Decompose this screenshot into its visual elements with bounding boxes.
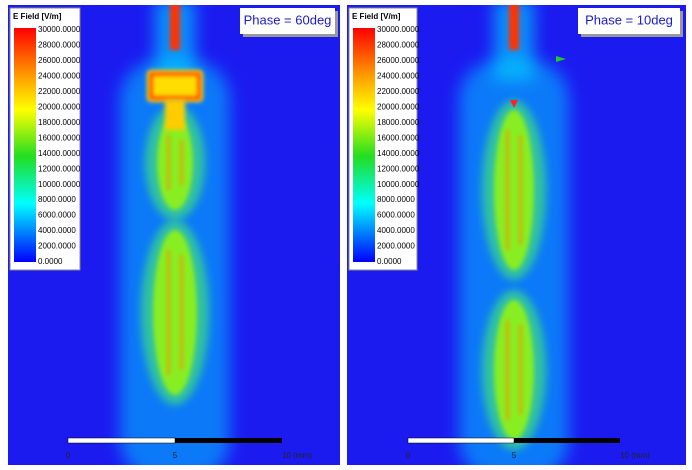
field-hot: [506, 320, 509, 420]
cap: [147, 70, 203, 102]
phase-label: Phase = 60deg: [244, 12, 332, 27]
colorbar: [14, 28, 36, 262]
legend-label: 0.0000: [377, 257, 402, 266]
field-panel: E Field [V/m] 30000.0000 28000.0000 26000.0…: [8, 5, 340, 465]
scale-label: 5: [173, 451, 178, 460]
scale-black: [175, 438, 282, 443]
legend-label: 0.0000: [38, 257, 63, 266]
legend-label: 4000.0000: [377, 226, 415, 235]
legend-label: 8000.0000: [38, 195, 76, 204]
legend-label: 8000.0000: [377, 195, 415, 204]
legend-label: 20000.0000: [377, 102, 420, 111]
marker: [556, 56, 566, 62]
feed: [170, 5, 180, 50]
scale-label: 0: [66, 451, 71, 460]
legend-label: 16000.0000: [38, 133, 81, 142]
scale-label: 10 (mm): [620, 451, 650, 460]
field-hot: [519, 325, 522, 415]
field-hot: [506, 130, 509, 250]
legend-label: 18000.0000: [377, 118, 420, 127]
legend-label: 16000.0000: [377, 133, 420, 142]
field-hot: [167, 135, 170, 190]
cap-edge: [149, 72, 201, 100]
scale-black: [514, 438, 620, 443]
field-core: [494, 300, 534, 440]
legend-label: 28000.0000: [38, 41, 81, 50]
legend-label: 22000.0000: [377, 87, 420, 96]
legend-label: 2000.0000: [38, 242, 76, 251]
legend-title: E Field [V/m]: [13, 12, 62, 21]
phase-label: Phase = 10deg: [585, 12, 673, 27]
stem: [165, 100, 185, 130]
field-hot: [180, 140, 183, 185]
phase-box: [240, 8, 335, 34]
field-core: [157, 115, 193, 210]
legend-label: 28000.0000: [377, 41, 420, 50]
legend-label: 30000.0000: [38, 25, 81, 34]
legend-label: 30000.0000: [377, 25, 420, 34]
legend-label: 14000.0000: [377, 149, 420, 158]
legend-label: 24000.0000: [38, 72, 81, 81]
legend-label: 4000.0000: [38, 226, 76, 235]
field: [459, 5, 569, 465]
scale-label: 5: [512, 451, 517, 460]
legend-label: 10000.0000: [38, 180, 81, 189]
field-core: [494, 110, 534, 270]
scale-white: [67, 437, 176, 444]
field-core: [153, 230, 197, 395]
legend-label: 6000.0000: [377, 211, 415, 220]
scale-label: 0: [406, 451, 411, 460]
legend-title: E Field [V/m]: [352, 12, 401, 21]
legend-label: 14000.0000: [38, 149, 81, 158]
colorbar: [353, 28, 375, 262]
legend-label: 12000.0000: [38, 164, 81, 173]
legend-label: 18000.0000: [38, 118, 81, 127]
field-hot: [180, 255, 183, 370]
legend-label: 24000.0000: [377, 72, 420, 81]
field: [120, 5, 230, 465]
legend-label: 26000.0000: [377, 56, 420, 65]
legend-label: 12000.0000: [377, 164, 420, 173]
legend-label: 22000.0000: [38, 87, 81, 96]
scale-white: [407, 437, 515, 444]
legend-label: 6000.0000: [38, 211, 76, 220]
scale-label: 10 (mm): [282, 451, 312, 460]
legend-label: 10000.0000: [377, 180, 420, 189]
field-hot: [519, 135, 522, 245]
phase-box: [578, 8, 680, 34]
legend-label: 2000.0000: [377, 242, 415, 251]
field-hot: [167, 250, 170, 375]
feed: [509, 5, 519, 50]
marker: [510, 100, 518, 108]
field-panel: E Field [V/m] 30000.0000 28000.0000 26000.0…: [347, 5, 686, 465]
legend-label: 20000.0000: [38, 102, 81, 111]
legend-label: 26000.0000: [38, 56, 81, 65]
